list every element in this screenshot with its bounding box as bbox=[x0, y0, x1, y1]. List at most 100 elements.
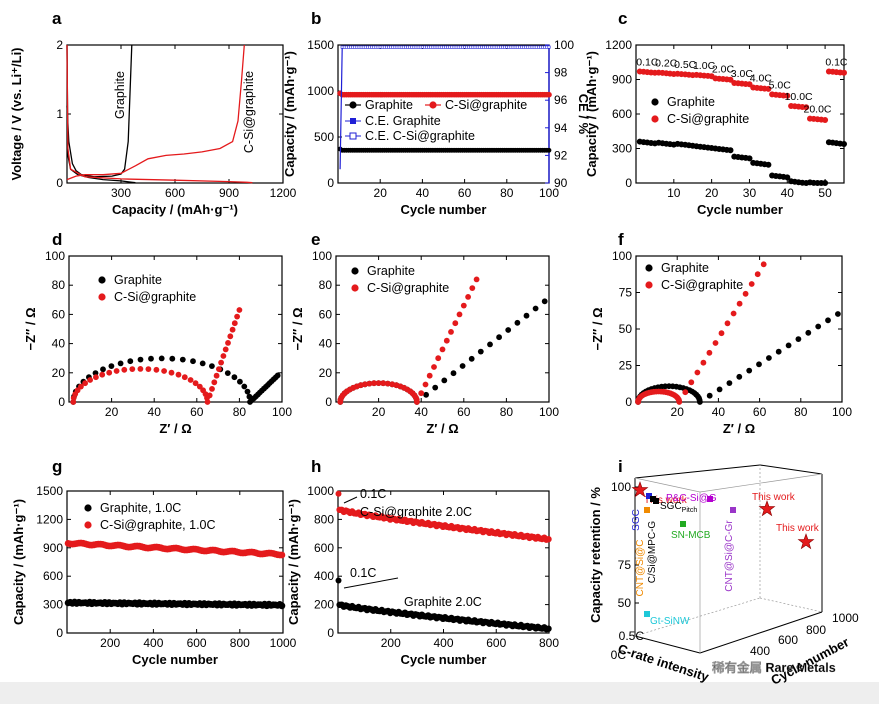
eis-tail-point bbox=[726, 380, 733, 386]
eis-tail-point bbox=[785, 342, 792, 349]
eis-tail-point bbox=[505, 327, 512, 333]
eis-semicircle-point bbox=[362, 381, 368, 388]
eis-tail-point bbox=[274, 372, 281, 379]
y-tick-label: 0 bbox=[327, 176, 334, 190]
eis-tail-point bbox=[469, 285, 476, 291]
panel-label-e: e bbox=[311, 230, 320, 249]
eis-tail-point bbox=[443, 337, 450, 344]
reference-marker bbox=[644, 507, 650, 513]
eis-semicircle-point bbox=[224, 370, 231, 376]
rate-label: 20.0C bbox=[804, 104, 832, 116]
eis-semicircle-point bbox=[108, 363, 115, 369]
z-tick-label: 400 bbox=[750, 644, 770, 658]
x-axis-label: Z′ / Ω bbox=[426, 421, 458, 436]
x-tick-label: 60 bbox=[458, 186, 472, 200]
x-tick-label: 20 bbox=[105, 405, 119, 419]
box-edge bbox=[759, 464, 823, 475]
eis-semicircle-point bbox=[168, 369, 175, 376]
annotation-01c-bottom: 0.1C bbox=[350, 566, 376, 580]
legend-csi-marker bbox=[645, 281, 653, 289]
eis-tail-point bbox=[465, 294, 471, 300]
eis-tail-point bbox=[229, 326, 236, 333]
cycle-point bbox=[545, 536, 552, 543]
csi-capacity-point bbox=[546, 91, 552, 98]
eis-semicircle-point bbox=[113, 368, 120, 374]
annotation-01c-top: 0.1C bbox=[360, 487, 386, 501]
eis-tail-point bbox=[426, 372, 433, 379]
panel-label-i: i bbox=[618, 457, 623, 476]
eis-semicircle-point bbox=[99, 371, 106, 378]
y-tick-label: 20 bbox=[52, 366, 66, 380]
eis-tail-point bbox=[448, 329, 454, 335]
z-tick-label: 1000 bbox=[832, 611, 859, 625]
panel-e: e 20 40 60 80 100 0 20 40 60 80 100 Z′ / Ω −Z″ / Ω Gra… bbox=[290, 230, 559, 436]
eis-tail-point bbox=[439, 346, 446, 353]
y-axis-label: −Z″ / Ω bbox=[590, 307, 605, 350]
x-axis-label: Z′ / Ω bbox=[723, 421, 755, 436]
x-tick-label: 200 bbox=[381, 636, 401, 650]
legend-csi-marker bbox=[351, 284, 359, 292]
eis-tail-point bbox=[431, 364, 437, 370]
eis-tail-point bbox=[452, 320, 459, 327]
legend-ce-graphite-marker bbox=[350, 118, 356, 124]
y-tick-label: 900 bbox=[43, 541, 63, 555]
x-tick-label: 40 bbox=[781, 186, 795, 200]
y-tick-label: 500 bbox=[314, 130, 334, 144]
legend-csi-text: C-Si@graphite bbox=[114, 290, 196, 304]
y2-tick-label: 100 bbox=[554, 38, 574, 52]
legend: Graphite C-Si@graphite bbox=[651, 95, 749, 126]
eis-semicircle-point bbox=[145, 366, 152, 372]
x-tick-label: 600 bbox=[187, 636, 207, 650]
eis-semicircle-point bbox=[137, 366, 144, 372]
eis-tail-point bbox=[231, 320, 238, 327]
eis-tail-point bbox=[450, 370, 457, 377]
x-axis-label: Cycle number bbox=[132, 652, 218, 667]
eis-tail-point bbox=[688, 379, 695, 386]
legend-graphite-marker bbox=[351, 267, 359, 275]
legend-graphite-text: Graphite, 1.0C bbox=[100, 501, 181, 515]
rate-label: 5.0C bbox=[769, 79, 792, 91]
eis-tail-point bbox=[825, 317, 831, 324]
eis-semicircle-point bbox=[241, 383, 248, 390]
y2-tick-label: 96 bbox=[554, 93, 568, 107]
eis-tail-point bbox=[716, 386, 723, 393]
ce-point bbox=[547, 45, 551, 49]
eis-semicircle-point bbox=[181, 374, 188, 381]
eis-tail-point bbox=[754, 271, 761, 278]
y-axis-label: Capacity / (mAh·g⁻¹) bbox=[11, 499, 26, 625]
eis-semicircle-point bbox=[187, 377, 194, 383]
eis-tail-point bbox=[225, 340, 231, 346]
z-tick-label: 800 bbox=[806, 623, 826, 637]
legend-graphite-marker bbox=[98, 276, 106, 284]
y-tick-label: 1500 bbox=[36, 484, 63, 498]
point-label: C/Si@MPC-G bbox=[647, 521, 658, 584]
y2-tick-label: 98 bbox=[554, 66, 568, 80]
eis-tail-point bbox=[682, 389, 689, 396]
legend-graphite-text: Graphite bbox=[365, 98, 413, 112]
point-label: Gt-SiNW bbox=[650, 616, 690, 627]
series-label-csi: C-Si@graphite bbox=[242, 71, 256, 153]
y-tick-label: 40 bbox=[319, 337, 333, 351]
y-axis-label: Capacity / (mAh·g⁻¹) bbox=[286, 499, 301, 625]
y2-tick-label: 92 bbox=[554, 148, 568, 162]
x-tick-label: 20 bbox=[671, 405, 685, 419]
point-label-sub: Pitch bbox=[682, 507, 698, 514]
x-tick-label: 20 bbox=[705, 186, 719, 200]
eis-semicircle-point bbox=[697, 399, 703, 405]
x-tick-label: 80 bbox=[500, 405, 514, 419]
panel-label-b: b bbox=[311, 9, 321, 28]
eis-tail-point bbox=[213, 372, 220, 379]
eis-tail-point bbox=[220, 353, 227, 359]
y-axis-label: Voltage / V (vs. Li⁺/Li) bbox=[9, 47, 24, 180]
legend-graphite-marker bbox=[645, 264, 653, 272]
graphite-rate-point bbox=[822, 180, 829, 186]
x-tick-label: 60 bbox=[753, 405, 767, 419]
y-tick-label: 900 bbox=[612, 73, 632, 87]
x-tick-label: 200 bbox=[100, 636, 120, 650]
box-edge bbox=[634, 477, 701, 493]
point-label: This work bbox=[776, 523, 820, 534]
x-tick-label: 300 bbox=[111, 186, 131, 200]
eis-tail-point bbox=[700, 359, 707, 366]
eis-tail-point bbox=[423, 391, 429, 398]
eis-tail-point bbox=[795, 336, 802, 342]
